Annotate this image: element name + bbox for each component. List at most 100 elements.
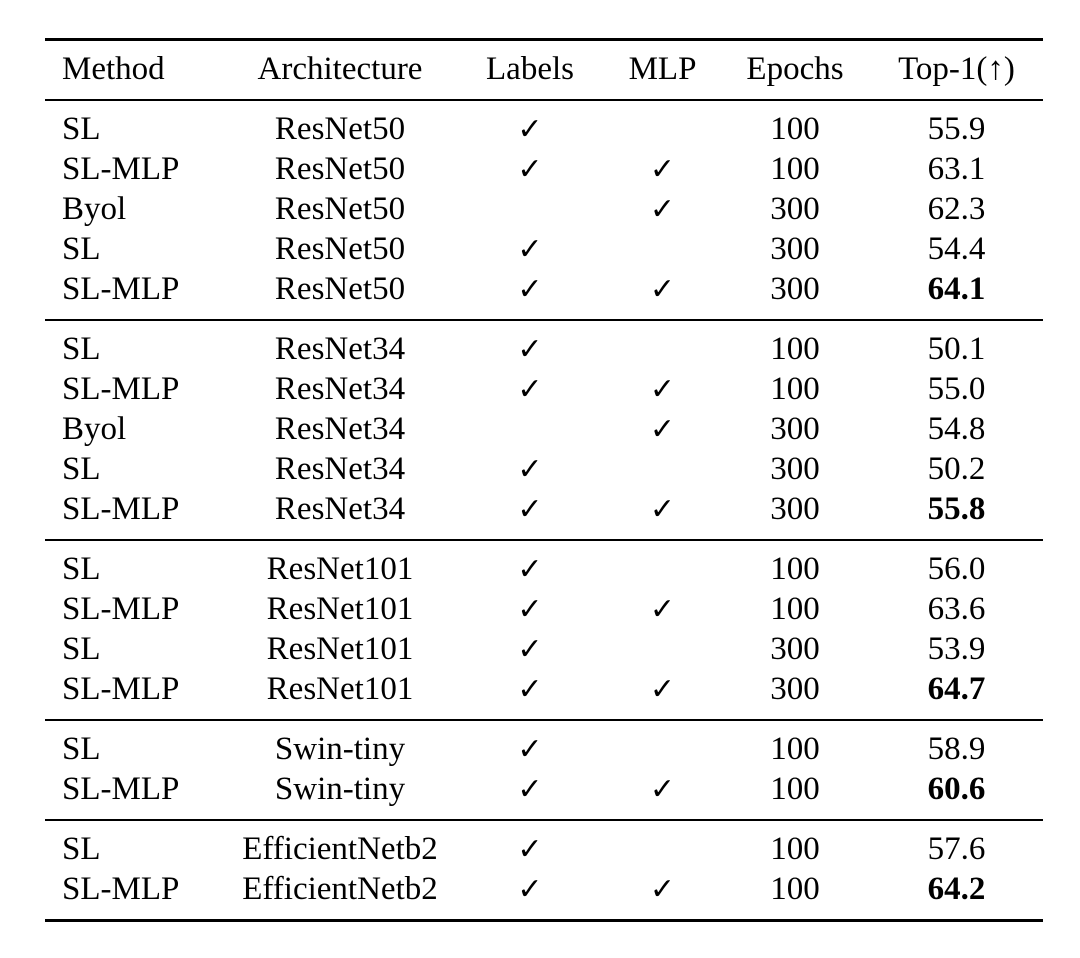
- labels-cell: ✓: [455, 820, 605, 870]
- check-icon: ✓: [649, 672, 676, 707]
- header-labels: Labels: [486, 51, 574, 88]
- table-group-2: SL ResNet34 ✓ 100 50.1 SL-MLP ResNet34 ✓ ✓ 100 55.…: [45, 319, 1043, 540]
- mlp-cell: [605, 630, 720, 670]
- top1-cell: 63.6: [927, 591, 986, 627]
- table-group-1: SL ResNet50 ✓ 100 55.9 SL-MLP ResNet50 ✓ ✓ 100 63.…: [45, 99, 1043, 320]
- table-row: SL-MLP ResNet34 ✓ ✓ 100 55.0: [45, 370, 1043, 410]
- check-icon: ✓: [517, 872, 543, 907]
- top1-cell: 63.1: [927, 151, 986, 187]
- method-cell: SL-MLP: [62, 771, 180, 807]
- table-row: Byol ResNet50 ✓ 300 62.3: [45, 190, 1043, 230]
- table-row: SL-MLP Swin-tiny ✓ ✓ 100 60.6: [45, 770, 1043, 820]
- table-row: SL-MLP ResNet50 ✓ ✓ 100 63.1: [45, 150, 1043, 190]
- check-icon: ✓: [517, 152, 543, 187]
- method-cell: SL: [62, 451, 101, 487]
- header-mlp: MLP: [628, 51, 697, 88]
- check-icon: ✓: [517, 592, 543, 627]
- mlp-cell: ✓: [605, 150, 720, 190]
- check-icon: ✓: [649, 412, 676, 447]
- check-icon: ✓: [517, 632, 543, 667]
- architecture-cell: ResNet101: [266, 551, 414, 587]
- architecture-cell: ResNet101: [266, 631, 414, 667]
- top1-cell: 58.9: [927, 731, 986, 767]
- labels-cell: ✓: [455, 320, 605, 370]
- top1-cell: 64.7: [927, 671, 986, 707]
- top1-cell: 57.6: [927, 831, 986, 867]
- check-icon: ✓: [517, 332, 543, 367]
- labels-cell: [455, 410, 605, 450]
- check-icon: ✓: [517, 372, 543, 407]
- architecture-cell: EfficientNetb2: [242, 831, 438, 867]
- table-row: SL ResNet34 ✓ 100 50.1: [45, 320, 1043, 370]
- epochs-cell: 300: [770, 451, 820, 487]
- labels-cell: [455, 190, 605, 230]
- mlp-cell: [605, 720, 720, 770]
- results-table: Method Architecture Labels MLP Epochs To…: [45, 38, 1043, 922]
- table-row: SL EfficientNetb2 ✓ 100 57.6: [45, 820, 1043, 870]
- method-cell: SL-MLP: [62, 271, 180, 307]
- table-row: SL-MLP ResNet34 ✓ ✓ 300 55.8: [45, 490, 1043, 540]
- labels-cell: ✓: [455, 540, 605, 590]
- check-icon: ✓: [649, 872, 676, 907]
- table-row: SL ResNet101 ✓ 100 56.0: [45, 540, 1043, 590]
- method-cell: SL: [62, 331, 101, 367]
- check-icon: ✓: [649, 192, 676, 227]
- header-epochs: Epochs: [746, 51, 844, 88]
- mlp-cell: ✓: [605, 770, 720, 820]
- labels-cell: ✓: [455, 370, 605, 410]
- top1-cell: 60.6: [927, 771, 986, 807]
- check-icon: ✓: [517, 732, 543, 767]
- table-row: SL-MLP ResNet50 ✓ ✓ 300 64.1: [45, 270, 1043, 320]
- architecture-cell: EfficientNetb2: [242, 871, 438, 907]
- epochs-cell: 100: [770, 871, 820, 907]
- labels-cell: ✓: [455, 870, 605, 921]
- top1-cell: 62.3: [927, 191, 986, 227]
- table-group-4: SL Swin-tiny ✓ 100 58.9 SL-MLP Swin-tiny ✓ ✓ 100 6…: [45, 719, 1043, 820]
- epochs-cell: 100: [770, 331, 820, 367]
- labels-cell: ✓: [455, 100, 605, 150]
- method-cell: SL: [62, 731, 101, 767]
- mlp-cell: ✓: [605, 270, 720, 320]
- epochs-cell: 300: [770, 671, 820, 707]
- header-architecture: Architecture: [257, 51, 423, 88]
- method-cell: SL-MLP: [62, 591, 180, 627]
- epochs-cell: 100: [770, 551, 820, 587]
- labels-cell: ✓: [455, 590, 605, 630]
- top1-cell: 55.8: [927, 491, 986, 527]
- architecture-cell: ResNet50: [274, 111, 406, 147]
- mlp-cell: ✓: [605, 370, 720, 410]
- top1-cell: 64.2: [927, 871, 986, 907]
- top1-cell: 53.9: [927, 631, 986, 667]
- epochs-cell: 300: [770, 631, 820, 667]
- top1-cell: 64.1: [927, 271, 986, 307]
- epochs-cell: 300: [770, 191, 820, 227]
- architecture-cell: ResNet34: [274, 411, 406, 447]
- check-icon: ✓: [517, 232, 543, 267]
- epochs-cell: 300: [770, 491, 820, 527]
- check-icon: ✓: [649, 492, 676, 527]
- epochs-cell: 100: [770, 111, 820, 147]
- architecture-cell: ResNet34: [274, 371, 406, 407]
- check-icon: ✓: [517, 772, 543, 807]
- mlp-cell: [605, 230, 720, 270]
- top1-cell: 55.0: [927, 371, 986, 407]
- method-cell: SL: [62, 831, 101, 867]
- table-group-3: SL ResNet101 ✓ 100 56.0 SL-MLP ResNet101 ✓ ✓ 100 6…: [45, 539, 1043, 720]
- table-row: SL ResNet34 ✓ 300 50.2: [45, 450, 1043, 490]
- method-cell: SL: [62, 631, 101, 667]
- epochs-cell: 100: [770, 591, 820, 627]
- top1-cell: 54.4: [927, 231, 986, 267]
- mlp-cell: ✓: [605, 670, 720, 720]
- results-table-container: Method Architecture Labels MLP Epochs To…: [45, 38, 1043, 922]
- architecture-cell: ResNet50: [274, 191, 406, 227]
- epochs-cell: 100: [770, 831, 820, 867]
- labels-cell: ✓: [455, 230, 605, 270]
- labels-cell: ✓: [455, 490, 605, 540]
- mlp-cell: [605, 540, 720, 590]
- table-header-row: Method Architecture Labels MLP Epochs To…: [45, 40, 1043, 100]
- epochs-cell: 100: [770, 731, 820, 767]
- architecture-cell: ResNet34: [274, 491, 406, 527]
- epochs-cell: 300: [770, 231, 820, 267]
- architecture-cell: ResNet50: [274, 271, 406, 307]
